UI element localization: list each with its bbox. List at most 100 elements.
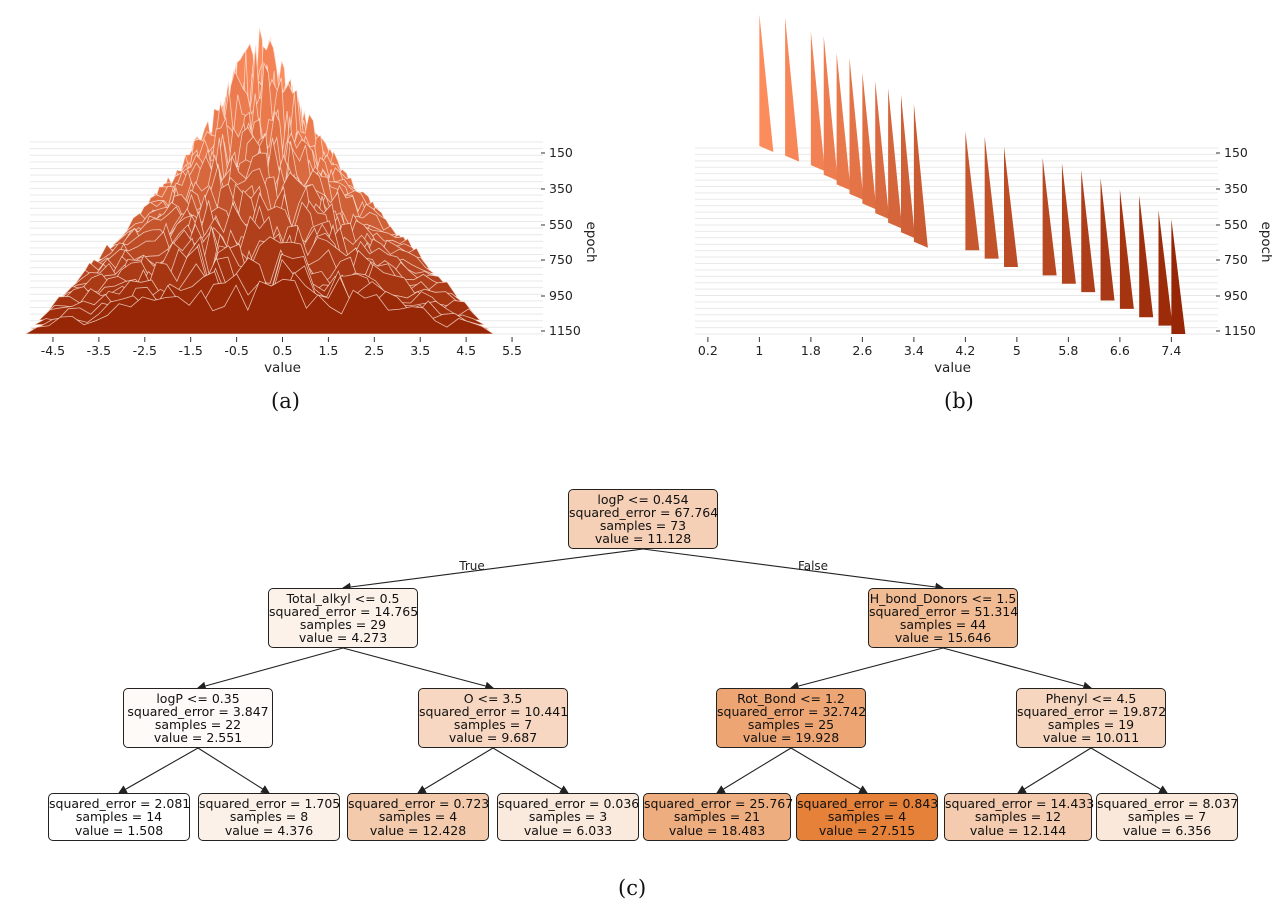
ridgeline-chart-b: 0.2 1 1.8 2.6 3.4 4.2 5 5.8 6.6 7.4 value 150 350 550… [695, 14, 1274, 376]
tree-node-l8: squared_error = 8.037 samples = 7 value = … [1096, 793, 1238, 841]
y-tick-label: 550 [1224, 217, 1248, 232]
tree-node-n4: O <= 3.5 squared_error = 10.441 samples = … [418, 688, 568, 748]
tree-edge [118, 747, 199, 794]
x-tick-label: 1.8 [801, 343, 821, 358]
tree-node-line: squared_error = 3.847 [127, 703, 269, 719]
tree-node-line: samples = 29 [299, 617, 387, 632]
tree-edge [789, 647, 944, 691]
tree-node-line: squared_error = 25.767 [644, 796, 794, 812]
ridge-area [984, 136, 999, 259]
x-tick-label: 1 [755, 343, 763, 358]
tree-node-line: Total_alkyl <= 0.5 [286, 590, 400, 606]
tree-edge [642, 548, 945, 592]
tree-node-line: value = 6.033 [523, 822, 613, 838]
ridge-area [785, 17, 800, 162]
tree-node-l6: squared_error = 0.843 samples = 4 value = … [796, 793, 938, 841]
tree-node-line: value = 1.508 [74, 822, 164, 838]
x-axis-label: value [934, 360, 971, 376]
y-axis-label: epoch [1258, 221, 1274, 262]
tree-node-line: samples = 19 [1047, 717, 1135, 732]
tree-edge [1090, 747, 1168, 794]
y-tick-label: 1150 [1224, 323, 1256, 338]
ridge-area [1061, 162, 1076, 284]
tree-node-line: value = 10.011 [1042, 730, 1140, 746]
ridge-area [836, 52, 851, 191]
tree-node-line: value = 12.428 [369, 822, 467, 838]
tree-node-line: H_bond_Donors <= 1.5 [869, 590, 1017, 606]
panel-label-a: (a) [271, 389, 300, 413]
decision-tree-edges: True False [118, 548, 1168, 794]
tree-node-line: samples = 4 [827, 809, 907, 825]
x-tick-label: 5.5 [502, 343, 522, 358]
tree-node-n5: Rot_Bond <= 1.2 squared_error = 32.742 sam… [716, 688, 866, 748]
tree-node-line: samples = 3 [528, 809, 608, 825]
x-tick-label: 4.5 [456, 343, 476, 358]
y-tick-label: 750 [1224, 252, 1248, 267]
ridge-area [849, 58, 864, 200]
tree-node-line: squared_error = 14.433 [945, 796, 1095, 812]
y-tick-label: 150 [549, 145, 573, 160]
tree-edge [942, 647, 1093, 691]
tree-node-line: value = 9.687 [448, 730, 538, 746]
tree-edge [417, 747, 494, 794]
x-tick-label: 2.5 [364, 343, 384, 358]
tree-edge [342, 647, 495, 691]
ridge-area [23, 278, 496, 335]
tree-node-line: logP <= 0.454 [597, 491, 689, 507]
tree-node-line: value = 27.515 [818, 822, 916, 838]
tree-node-l2: squared_error = 1.705 samples = 8 value = … [198, 793, 340, 841]
tree-edge [196, 647, 344, 691]
ridge-area [862, 72, 877, 210]
y-tick-label: 150 [1224, 145, 1248, 160]
tree-node-line: value = 12.144 [969, 822, 1067, 838]
y-tick-label: 350 [1224, 181, 1248, 196]
ridge-area [1158, 210, 1173, 326]
ridge-area [810, 31, 825, 172]
x-tick-label: 3.5 [410, 343, 430, 358]
tree-node-l3: squared_error = 0.723 samples = 4 value = … [347, 793, 489, 841]
tree-node-line: squared_error = 14.765 [269, 603, 419, 619]
tree-node-line: O <= 3.5 [463, 690, 523, 706]
tree-node-line: samples = 7 [453, 717, 533, 732]
panel-label-c: (c) [618, 876, 647, 900]
tree-edge [716, 747, 792, 794]
x-tick-label: 3.4 [904, 343, 924, 358]
y-tick-label: 550 [549, 217, 573, 232]
tree-node-line: logP <= 0.35 [156, 690, 240, 706]
x-tick-label: -4.5 [41, 343, 65, 358]
tree-node-line: Rot_Bond <= 1.2 [737, 690, 845, 706]
x-tick-label: 0.2 [698, 343, 718, 358]
tree-node-n1: Total_alkyl <= 0.5 squared_error = 14.765… [268, 588, 418, 648]
x-tick-label: 5 [1013, 343, 1021, 358]
tree-node-line: samples = 25 [747, 717, 835, 732]
x-tick-label: -3.5 [87, 343, 111, 358]
x-tick-label: 4.2 [955, 343, 975, 358]
ridge-area [901, 94, 915, 239]
x-tick-label: 0.5 [273, 343, 293, 358]
panel-label-b: (b) [944, 389, 974, 413]
ridge-area [823, 36, 838, 181]
tree-edge [1017, 747, 1092, 794]
ridge-area [1004, 146, 1018, 267]
ridge-area [1042, 157, 1057, 276]
x-tick-label: 6.6 [1110, 343, 1130, 358]
tree-node-line: value = 18.483 [668, 822, 766, 838]
tree-node-line: squared_error = 1.705 [199, 796, 341, 812]
tree-node-line: squared_error = 0.036 [498, 796, 640, 812]
tree-node-line: value = 4.273 [298, 630, 388, 646]
x-tick-label: -0.5 [224, 343, 248, 358]
ridge-area [759, 14, 774, 153]
tree-node-line: value = 6.356 [1122, 822, 1212, 838]
tree-edge [790, 747, 868, 794]
tree-node-root: logP <= 0.454 squared_error = 67.764 sampl… [568, 489, 718, 549]
ridge-area [1171, 218, 1186, 334]
ridge-area [1081, 170, 1096, 293]
tree-node-n2: H_bond_Donors <= 1.5 squared_error = 51.3… [868, 588, 1018, 648]
edge-label-true: True [458, 559, 485, 573]
ridge-area [965, 131, 980, 251]
tree-node-l1: squared_error = 2.081 samples = 14 value =… [48, 793, 190, 841]
y-tick-label: 350 [549, 181, 573, 196]
y-tick-label: 750 [549, 252, 573, 267]
tree-node-line: samples = 12 [974, 809, 1062, 825]
x-tick-label: 1.5 [318, 343, 338, 358]
